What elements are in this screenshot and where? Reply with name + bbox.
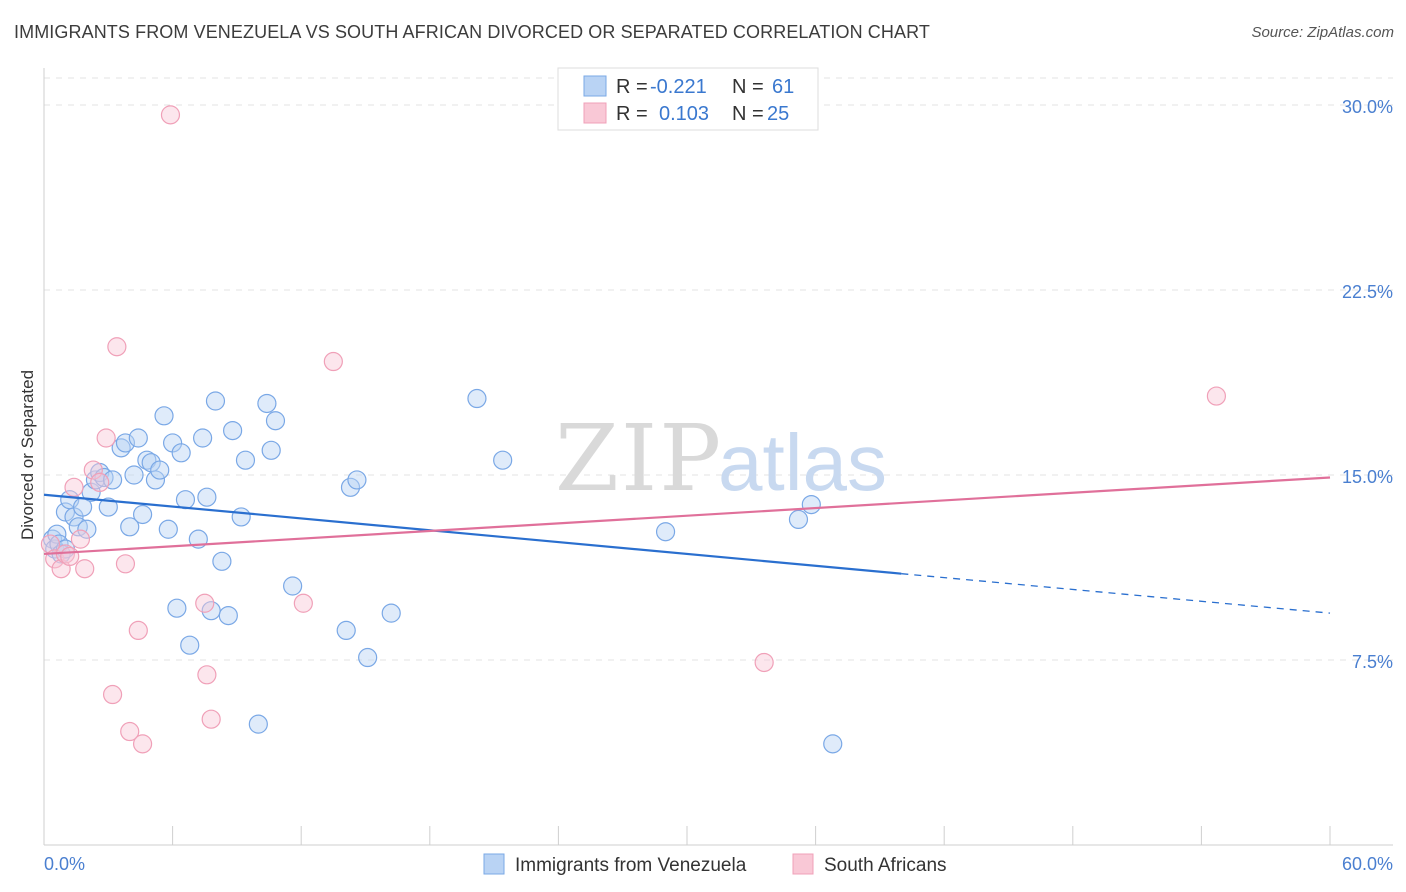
y-tick-labels: 7.5% 15.0% 22.5% 30.0% (1342, 97, 1393, 672)
point-venezuela (788, 509, 809, 530)
point-south-africans (64, 477, 84, 497)
point-venezuela (801, 495, 821, 515)
x-tick-labels: 0.0% 60.0% (44, 854, 1393, 874)
point-venezuela (205, 391, 226, 411)
legend-r-label-1: R = (616, 76, 648, 98)
point-venezuela (167, 598, 187, 618)
point-venezuela (128, 428, 148, 448)
legend-r-value-1: -0.221 (650, 76, 707, 98)
legend-swatch-venezuela (583, 75, 607, 97)
point-venezuela (223, 421, 243, 441)
point-south-africans (83, 460, 103, 480)
point-venezuela (283, 576, 303, 596)
point-venezuela (180, 635, 200, 655)
point-venezuela (212, 551, 232, 571)
source-label: Source: ZipAtlas.com (1251, 24, 1394, 41)
point-south-africans (201, 709, 221, 729)
point-south-africans (102, 684, 123, 705)
point-venezuela (171, 443, 191, 463)
stats-legend: R = -0.221 N = 61 R = 0.103 N = 25 (557, 67, 819, 131)
point-venezuela (340, 477, 361, 497)
legend-n-value-2: 25 (767, 103, 789, 125)
trend-line-venezuela-extension (901, 573, 1331, 614)
point-venezuela (145, 470, 166, 490)
point-venezuela (218, 605, 238, 626)
point-venezuela (77, 519, 97, 539)
point-south-africans (323, 351, 343, 372)
point-south-africans (754, 652, 774, 673)
point-south-africans (96, 428, 116, 448)
series-label-venezuela: Immigrants from Venezuela (515, 855, 747, 876)
point-south-africans (197, 665, 217, 685)
y-tick-label: 15.0% (1342, 467, 1393, 487)
point-south-africans (115, 554, 136, 574)
chart-title: IMMIGRANTS FROM VENEZUELA VS SOUTH AFRIC… (14, 22, 930, 42)
y-axis-label: Divorced or Separated (18, 370, 37, 540)
legend-n-label-1: N = (732, 76, 764, 98)
legend-swatch-south-africans (583, 102, 607, 124)
point-venezuela (265, 411, 286, 431)
point-venezuela (493, 450, 513, 470)
point-venezuela (257, 393, 277, 414)
point-south-africans (90, 472, 110, 492)
x-tick-min: 0.0% (44, 854, 85, 874)
point-south-africans (195, 593, 215, 613)
point-venezuela (231, 507, 251, 527)
point-venezuela (150, 460, 170, 480)
watermark: ZIP atlas (555, 405, 887, 512)
series-label-south-africans: South Africans (824, 855, 947, 876)
trend-lines (43, 476, 1331, 614)
series-legend: Immigrants from Venezuela South Africans (483, 853, 947, 876)
grid-lines (44, 77, 1393, 661)
point-south-africans (75, 559, 95, 579)
point-venezuela (115, 433, 136, 453)
x-tick-max: 60.0% (1342, 854, 1393, 874)
point-venezuela (358, 647, 378, 668)
point-south-africans (70, 529, 91, 549)
watermark-atlas: atlas (718, 418, 887, 507)
point-venezuela (235, 450, 256, 470)
point-venezuela (197, 487, 217, 507)
legend-r-value-2: 0.103 (659, 103, 709, 125)
point-south-africans (132, 734, 153, 754)
point-south-africans (60, 546, 80, 567)
point-south-africans (128, 620, 148, 641)
legend-n-label-2: N = (732, 103, 764, 125)
point-venezuela (124, 465, 144, 485)
series-swatch-venezuela (483, 853, 505, 875)
point-venezuela (154, 406, 174, 426)
y-tick-label: 7.5% (1352, 652, 1393, 672)
point-venezuela (98, 497, 118, 517)
legend-r-label-2: R = (616, 103, 648, 125)
point-venezuela (261, 440, 281, 460)
y-tick-label: 22.5% (1342, 282, 1393, 302)
point-venezuela (467, 388, 487, 409)
point-venezuela (336, 620, 356, 641)
point-venezuela (175, 490, 196, 510)
point-venezuela (132, 504, 153, 525)
point-south-africans (160, 105, 181, 125)
point-venezuela (193, 428, 213, 448)
point-venezuela (120, 517, 140, 537)
point-venezuela (655, 522, 676, 542)
point-venezuela (381, 603, 401, 623)
watermark-zip: ZIP (555, 405, 723, 512)
axes (43, 68, 1393, 846)
trend-line-venezuela (43, 493, 902, 575)
y-tick-label: 30.0% (1342, 97, 1393, 117)
trend-line-south-africans (43, 476, 1331, 556)
point-venezuela (158, 519, 178, 539)
data-points (40, 105, 1227, 754)
point-south-africans (293, 593, 313, 613)
legend-n-value-1: 61 (772, 76, 794, 98)
point-south-africans (107, 337, 127, 357)
point-venezuela (823, 734, 843, 754)
point-venezuela (248, 714, 268, 734)
series-swatch-south-africans (792, 853, 814, 875)
point-south-africans (120, 721, 140, 742)
point-venezuela (347, 470, 367, 490)
point-south-africans (1206, 386, 1227, 406)
